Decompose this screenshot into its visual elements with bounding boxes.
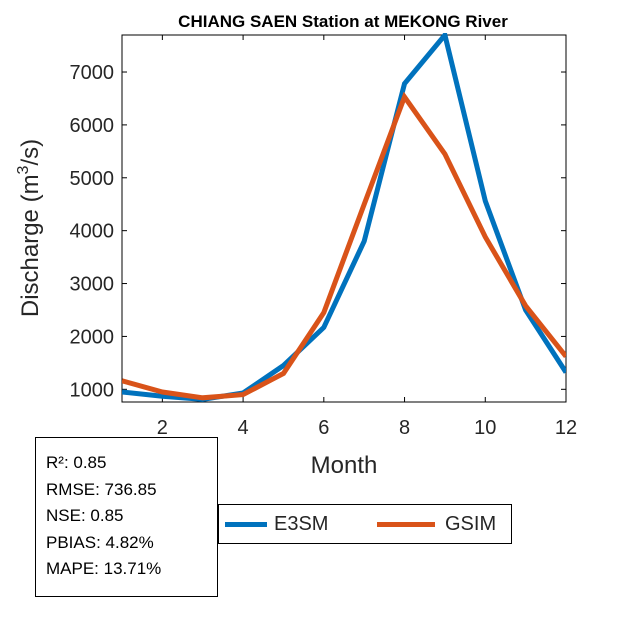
y-tick-label: 2000 <box>70 326 115 348</box>
chart-title: CHIANG SAEN Station at MEKONG River <box>178 12 508 31</box>
x-tick-label: 6 <box>318 417 329 439</box>
y-axis: 1000 2000 3000 4000 5000 6000 7000 <box>70 62 566 401</box>
x-tick-label: 10 <box>474 417 496 439</box>
y-tick-label: 7000 <box>70 62 115 84</box>
stat-rmse: RMSE: 736.85 <box>46 479 157 499</box>
series-line-gsim <box>122 91 566 401</box>
stat-pbias: PBIAS: 4.82% <box>46 532 154 552</box>
legend: E3SM GSIM <box>218 504 512 544</box>
x-tick-label: 4 <box>238 417 249 439</box>
x-tick-label: 12 <box>555 417 577 439</box>
x-axis-label: Month <box>311 452 378 479</box>
y-tick-label: 5000 <box>70 168 115 190</box>
legend-swatch-e3sm <box>225 522 267 527</box>
stats-box: R²: 0.85 RMSE: 736.85 NSE: 0.85 PBIAS: 4… <box>35 437 218 597</box>
x-tick-label: 2 <box>157 417 168 439</box>
x-axis: 2 4 6 8 10 12 <box>157 35 577 439</box>
stat-mape: MAPE: 13.71% <box>46 559 162 578</box>
legend-swatch-gsim <box>377 522 435 527</box>
legend-label-e3sm: E3SM <box>274 513 329 535</box>
stat-r2: R²: 0.85 <box>46 453 107 472</box>
series-layer <box>122 33 566 402</box>
plot-area <box>121 34 567 403</box>
y-tick-label: 3000 <box>70 274 115 296</box>
y-tick-label: 6000 <box>70 115 115 137</box>
y-tick-label: 1000 <box>70 379 115 401</box>
x-tick-label: 8 <box>399 417 410 439</box>
y-tick-label: 4000 <box>70 221 115 243</box>
y-axis-label: Discharge (m3/s) <box>15 139 44 317</box>
stat-nse: NSE: 0.85 <box>46 506 124 525</box>
legend-label-gsim: GSIM <box>445 513 497 535</box>
